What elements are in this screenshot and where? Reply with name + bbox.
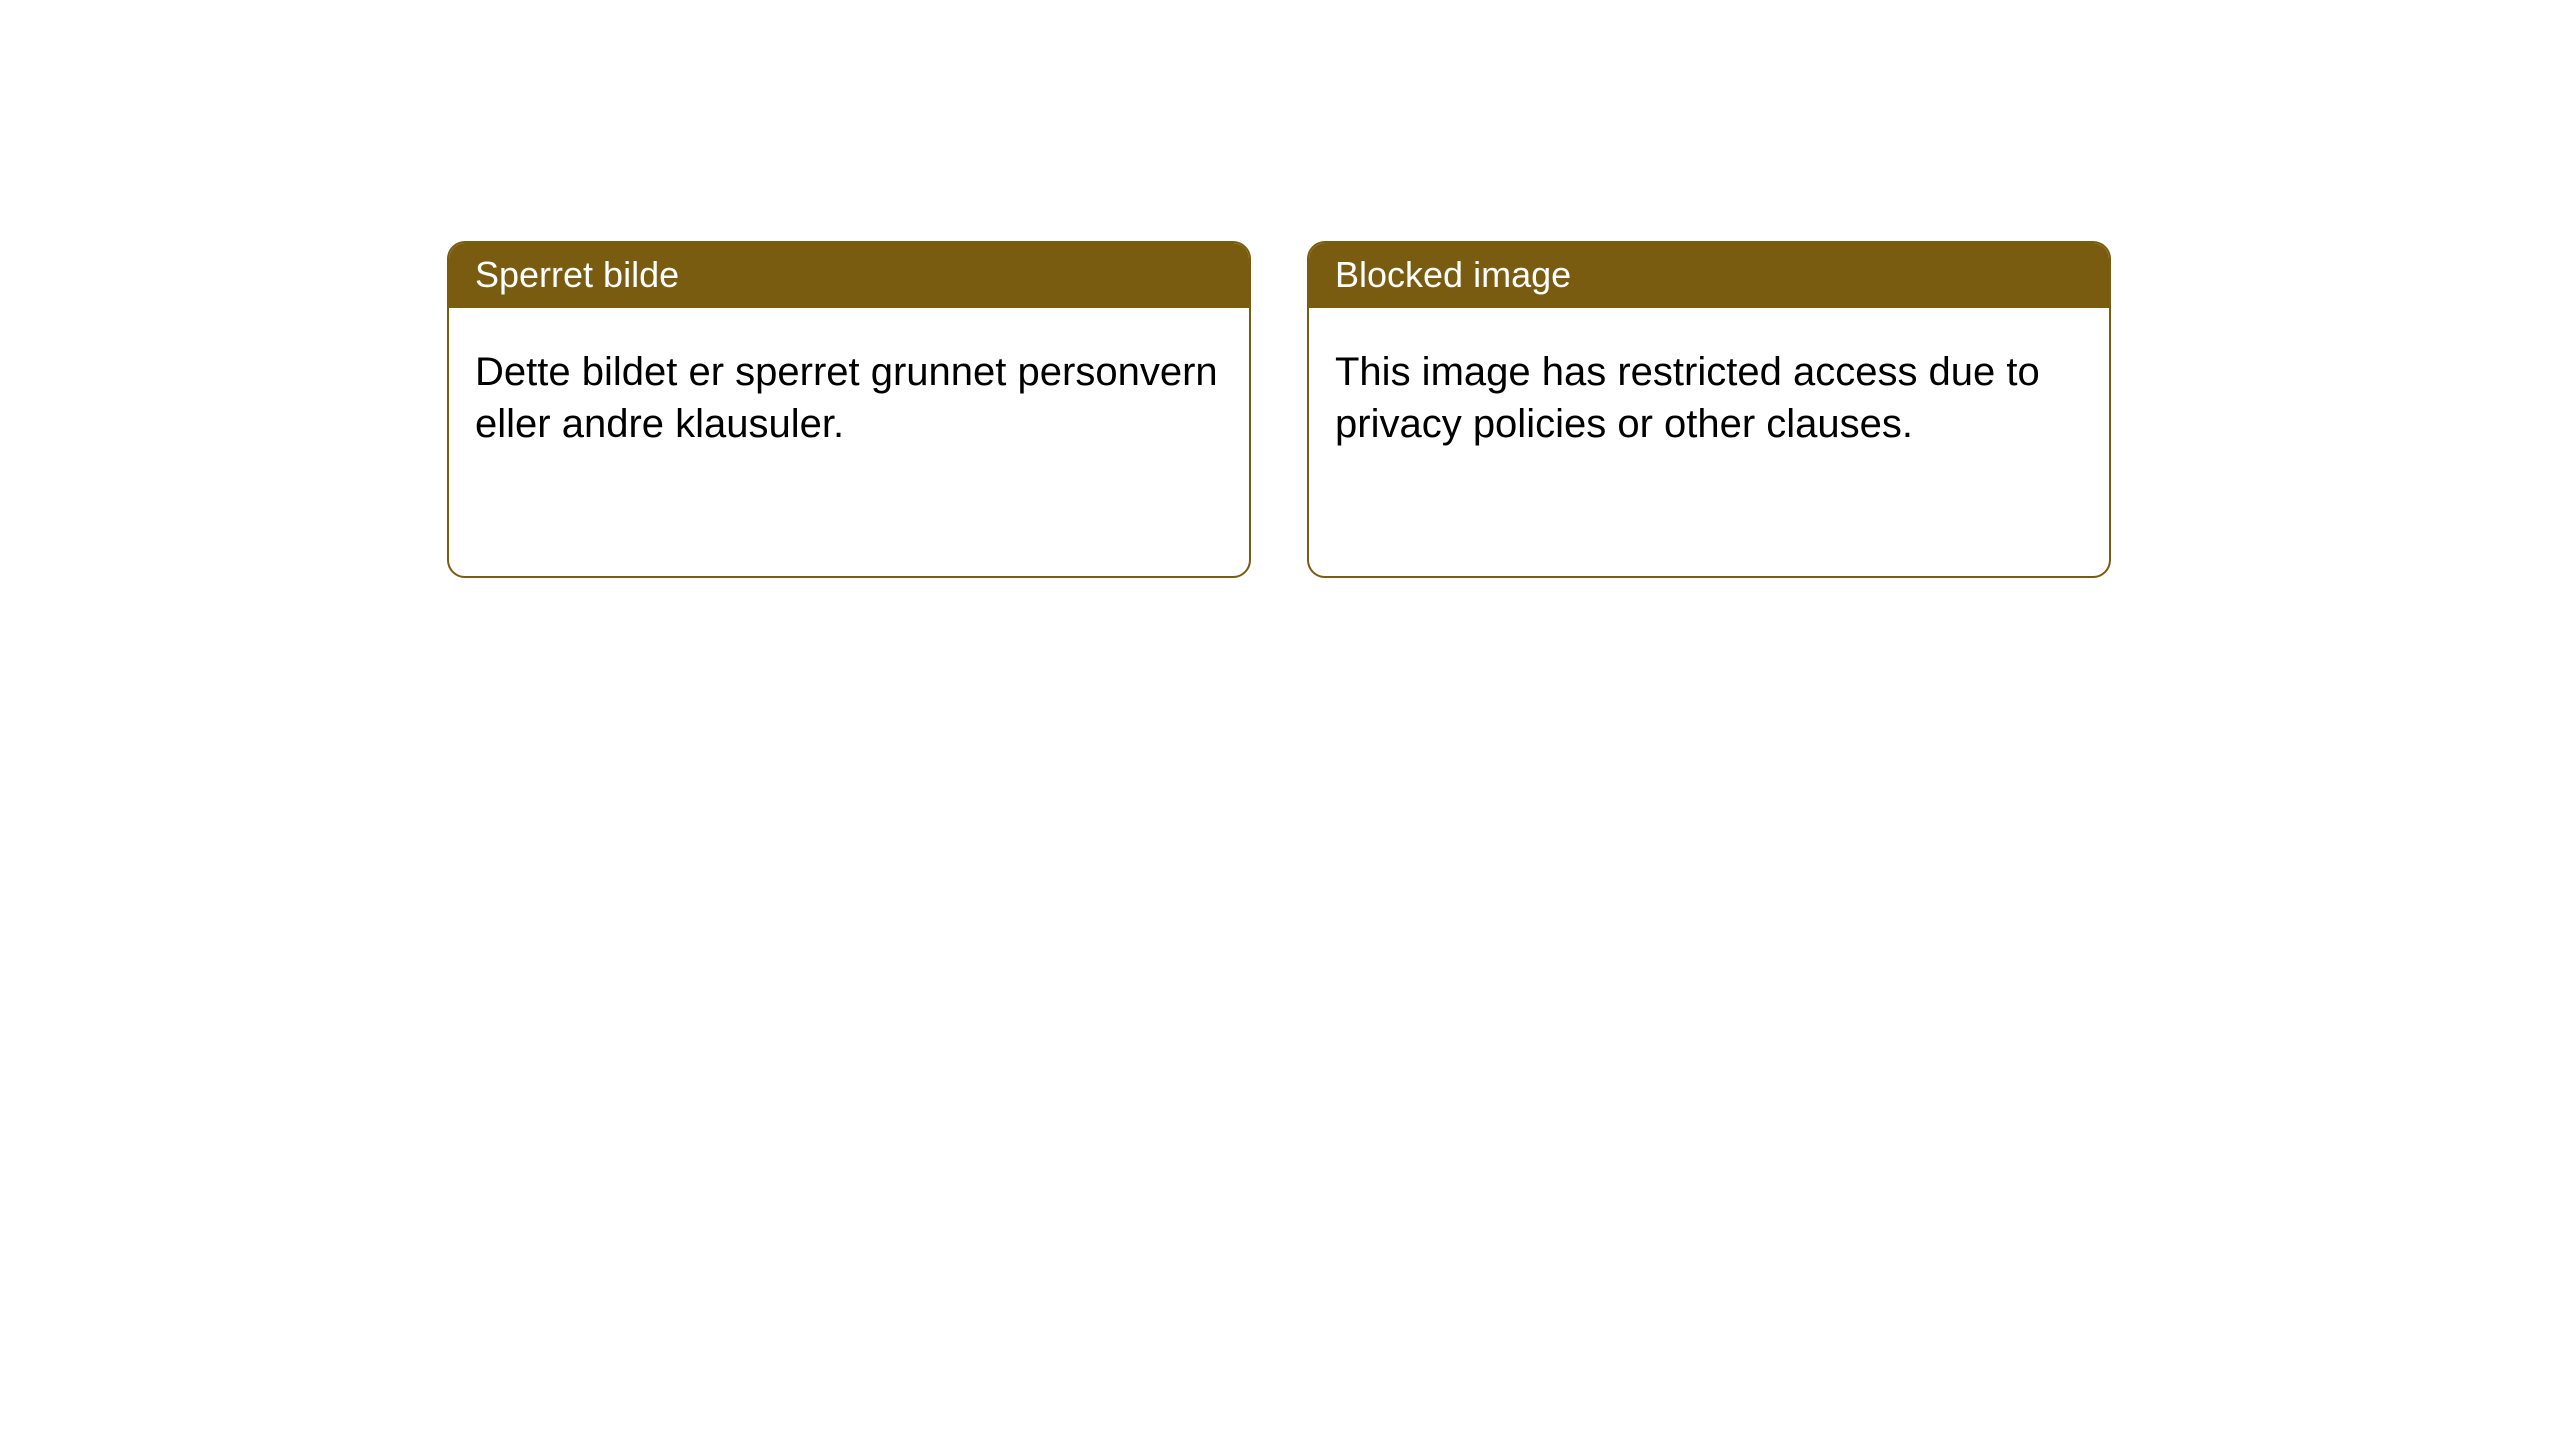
notice-container: Sperret bilde Dette bildet er sperret gr… bbox=[0, 0, 2560, 578]
notice-message-no: Dette bildet er sperret grunnet personve… bbox=[449, 308, 1249, 476]
notice-message-en: This image has restricted access due to … bbox=[1309, 308, 2109, 476]
notice-title-en: Blocked image bbox=[1309, 243, 2109, 308]
notice-card-en: Blocked image This image has restricted … bbox=[1307, 241, 2111, 578]
notice-title-no: Sperret bilde bbox=[449, 243, 1249, 308]
notice-card-no: Sperret bilde Dette bildet er sperret gr… bbox=[447, 241, 1251, 578]
